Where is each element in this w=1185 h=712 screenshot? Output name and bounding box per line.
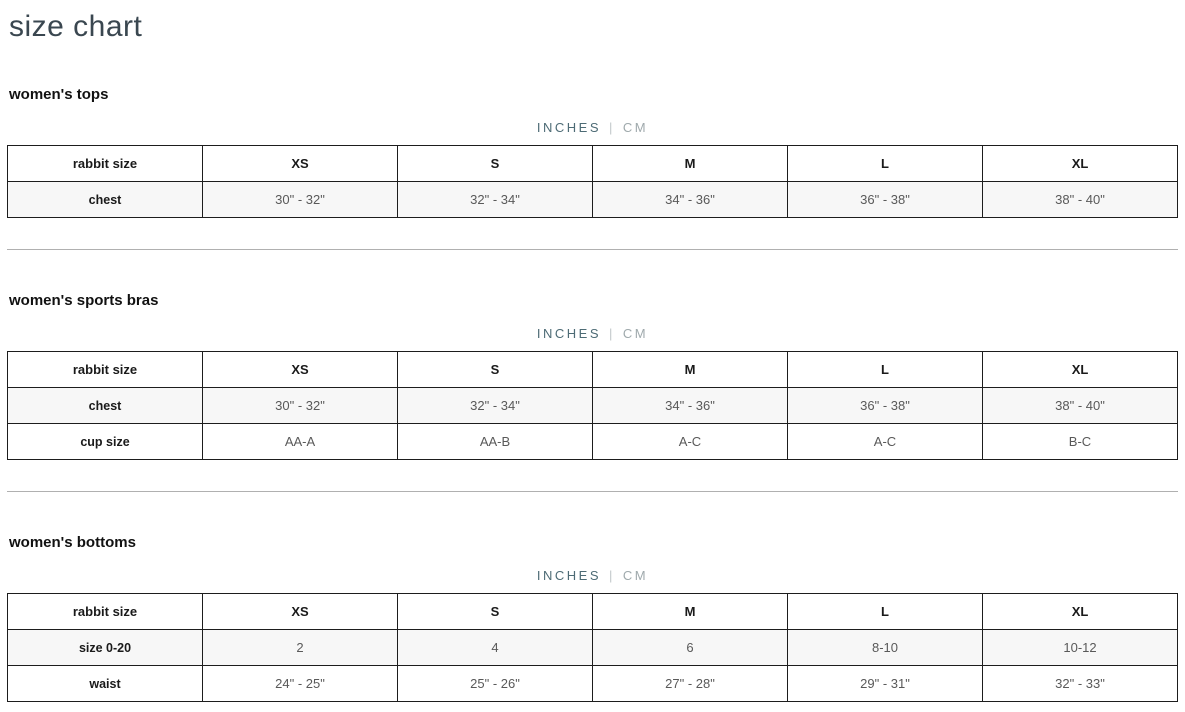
- size-value-cell: 34" - 36": [592, 387, 788, 424]
- size-value-cell: 36" - 38": [787, 387, 983, 424]
- size-section: women's bottoms INCHES | CM rabbit size XS S…: [7, 534, 1178, 702]
- size-column-header: XL: [982, 351, 1178, 388]
- size-value-cell: A-C: [592, 423, 788, 460]
- section-divider: [7, 491, 1178, 492]
- size-section: women's sports bras INCHES | CM rabbit siz…: [7, 292, 1178, 492]
- table-row: cup size AA-A AA-B A-C A-C B-C: [7, 423, 1178, 460]
- table-row: chest 30" - 32" 32" - 34" 34" - 36" 36" - 38…: [7, 387, 1178, 424]
- size-column-header: L: [787, 593, 983, 630]
- section-heading: women's sports bras: [9, 292, 159, 309]
- row-label: size 0-20: [7, 629, 203, 666]
- size-column-header: XS: [202, 351, 398, 388]
- unit-toggle: INCHES | CM: [7, 326, 1178, 341]
- section-divider: [7, 249, 1178, 250]
- size-column-header: S: [397, 145, 593, 182]
- size-value-cell: 32" - 33": [982, 665, 1178, 702]
- row-label: cup size: [7, 423, 203, 460]
- unit-separator: |: [609, 120, 615, 135]
- row-label-header: rabbit size: [7, 351, 203, 388]
- table-header-row: rabbit size XS S M L XL: [7, 593, 1178, 630]
- size-table: rabbit size XS S M L XL size 0-20 2 4 6 8-10 10-12…: [7, 593, 1178, 702]
- size-table: rabbit size XS S M L XL chest 30" - 32" 32" - 3…: [7, 145, 1178, 218]
- row-label: chest: [7, 387, 203, 424]
- row-label-header: rabbit size: [7, 145, 203, 182]
- size-column-header: XS: [202, 593, 398, 630]
- size-value-cell: 24" - 25": [202, 665, 398, 702]
- size-value-cell: 38" - 40": [982, 181, 1178, 218]
- size-table: rabbit size XS S M L XL chest 30" - 32" 32" - 3…: [7, 351, 1178, 460]
- size-value-cell: 10-12: [982, 629, 1178, 666]
- size-column-header: S: [397, 351, 593, 388]
- size-value-cell: 32" - 34": [397, 387, 593, 424]
- size-value-cell: 6: [592, 629, 788, 666]
- size-value-cell: 8-10: [787, 629, 983, 666]
- size-column-header: M: [592, 145, 788, 182]
- row-label: waist: [7, 665, 203, 702]
- size-section: women's tops INCHES | CM rabbit size XS S M L X…: [7, 86, 1178, 250]
- unit-cm-link[interactable]: CM: [622, 120, 649, 135]
- unit-toggle: INCHES | CM: [7, 120, 1178, 135]
- unit-cm-link[interactable]: CM: [622, 568, 649, 583]
- size-value-cell: 4: [397, 629, 593, 666]
- unit-toggle: INCHES | CM: [7, 568, 1178, 583]
- sections-container: women's tops INCHES | CM rabbit size XS S M L X…: [7, 86, 1178, 702]
- unit-inches-link[interactable]: INCHES: [536, 568, 601, 583]
- size-value-cell: AA-A: [202, 423, 398, 460]
- unit-cm-link[interactable]: CM: [622, 326, 649, 341]
- unit-separator: |: [609, 568, 615, 583]
- size-value-cell: AA-B: [397, 423, 593, 460]
- size-column-header: M: [592, 593, 788, 630]
- size-chart-page: size chart women's tops INCHES | CM rabbit…: [7, 10, 1178, 702]
- size-column-header: L: [787, 145, 983, 182]
- size-value-cell: 36" - 38": [787, 181, 983, 218]
- table-header-row: rabbit size XS S M L XL: [7, 145, 1178, 182]
- size-column-header: L: [787, 351, 983, 388]
- row-label: chest: [7, 181, 203, 218]
- size-value-cell: 27" - 28": [592, 665, 788, 702]
- unit-inches-link[interactable]: INCHES: [536, 120, 601, 135]
- size-value-cell: 32" - 34": [397, 181, 593, 218]
- size-column-header: XL: [982, 145, 1178, 182]
- size-column-header: M: [592, 351, 788, 388]
- table-header-row: rabbit size XS S M L XL: [7, 351, 1178, 388]
- size-value-cell: 30" - 32": [202, 387, 398, 424]
- section-heading: women's tops: [9, 86, 109, 103]
- size-column-header: XL: [982, 593, 1178, 630]
- page-title: size chart: [9, 10, 143, 43]
- size-column-header: XS: [202, 145, 398, 182]
- size-column-header: S: [397, 593, 593, 630]
- size-value-cell: 34" - 36": [592, 181, 788, 218]
- size-value-cell: 29" - 31": [787, 665, 983, 702]
- section-heading: women's bottoms: [9, 534, 136, 551]
- size-value-cell: 25" - 26": [397, 665, 593, 702]
- table-row: size 0-20 2 4 6 8-10 10-12: [7, 629, 1178, 666]
- table-row: waist 24" - 25" 25" - 26" 27" - 28" 29" - 31…: [7, 665, 1178, 702]
- table-row: chest 30" - 32" 32" - 34" 34" - 36" 36" - 38…: [7, 181, 1178, 218]
- unit-separator: |: [609, 326, 615, 341]
- unit-inches-link[interactable]: INCHES: [536, 326, 601, 341]
- row-label-header: rabbit size: [7, 593, 203, 630]
- size-value-cell: 30" - 32": [202, 181, 398, 218]
- size-value-cell: 38" - 40": [982, 387, 1178, 424]
- size-value-cell: 2: [202, 629, 398, 666]
- size-value-cell: A-C: [787, 423, 983, 460]
- size-value-cell: B-C: [982, 423, 1178, 460]
